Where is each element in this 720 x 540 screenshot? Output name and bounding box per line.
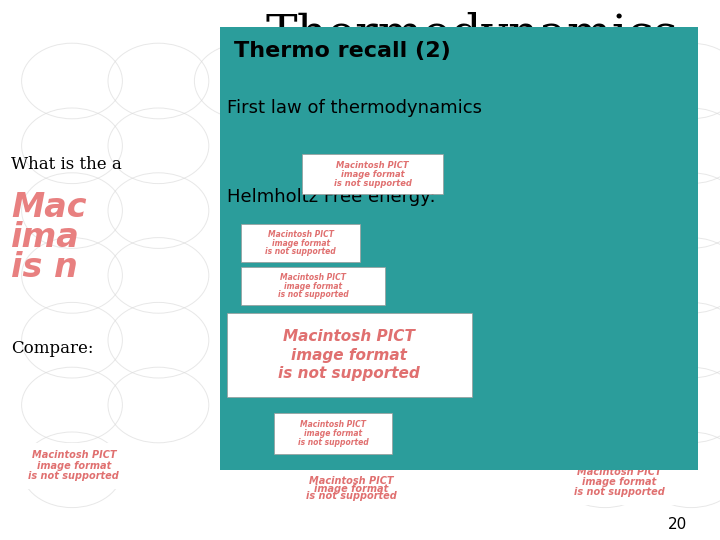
Text: image format: image format	[271, 239, 330, 247]
Text: 20: 20	[668, 517, 688, 532]
Text: Thermo recall (2): Thermo recall (2)	[234, 41, 451, 62]
Text: image format: image format	[284, 282, 342, 291]
Bar	[288, 472, 414, 505]
Text: image format: image format	[37, 461, 111, 471]
Text: ima: ima	[11, 221, 79, 254]
Text: is not supported: is not supported	[574, 487, 665, 497]
Bar	[227, 313, 472, 397]
Text: image format: image format	[341, 170, 405, 179]
Text: is n: is n	[11, 251, 78, 284]
Text: Thermodynamics: Thermodynamics	[265, 12, 678, 58]
Text: Helmholtz Free energy:: Helmholtz Free energy:	[227, 188, 436, 206]
Text: Hence:: Hence:	[328, 483, 387, 500]
Text: image format: image format	[582, 477, 657, 487]
Text: Macintosh PICT: Macintosh PICT	[268, 230, 333, 239]
Text: Macintosh PICT: Macintosh PICT	[32, 450, 116, 461]
Bar	[547, 459, 691, 505]
Text: is not supported: is not supported	[28, 471, 120, 481]
Text: Macintosh PICT: Macintosh PICT	[336, 160, 409, 170]
Text: What is the a: What is the a	[11, 156, 122, 173]
Text: First law of thermodynamics: First law of thermodynamics	[227, 99, 482, 117]
Text: is not supported: is not supported	[279, 366, 420, 381]
Bar	[11, 443, 137, 489]
Text: image format: image format	[292, 348, 407, 362]
Bar	[241, 224, 360, 262]
Bar	[274, 413, 392, 454]
Text: image format: image format	[304, 429, 362, 438]
Text: image format: image format	[314, 484, 388, 494]
Text: Compare:: Compare:	[11, 340, 94, 357]
Bar	[241, 267, 385, 305]
Text: is not supported: is not supported	[305, 491, 397, 501]
Text: is not supported: is not supported	[297, 438, 369, 447]
Text: is not supported: is not supported	[278, 290, 348, 299]
Bar	[302, 154, 443, 194]
Text: is not supported: is not supported	[333, 179, 412, 188]
Bar	[220, 27, 698, 470]
Text: Macintosh PICT: Macintosh PICT	[577, 467, 662, 477]
Text: is not supported: is not supported	[265, 247, 336, 256]
Text: Mac: Mac	[11, 191, 86, 225]
Text: Macintosh PICT: Macintosh PICT	[280, 273, 346, 282]
Text: Macintosh PICT: Macintosh PICT	[309, 476, 393, 487]
Text: Macintosh PICT: Macintosh PICT	[300, 420, 366, 429]
Text: Macintosh PICT: Macintosh PICT	[283, 329, 415, 344]
